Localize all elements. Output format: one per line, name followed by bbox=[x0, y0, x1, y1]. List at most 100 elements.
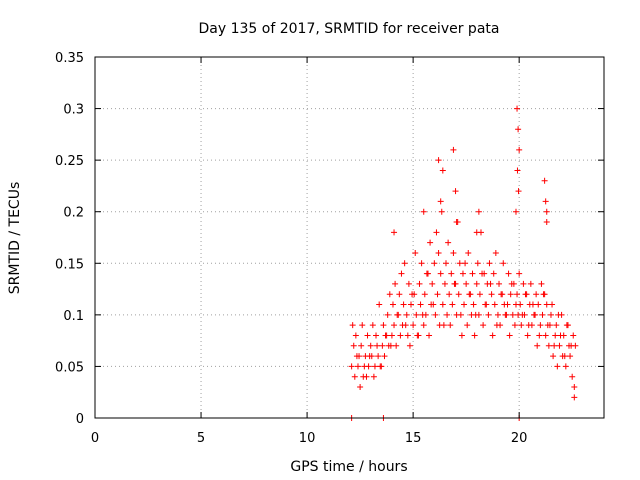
data-point bbox=[512, 208, 519, 215]
data-point bbox=[403, 311, 410, 318]
data-point bbox=[366, 353, 373, 360]
data-point bbox=[529, 301, 536, 308]
data-point bbox=[489, 332, 496, 339]
data-point bbox=[445, 239, 452, 246]
data-point bbox=[431, 260, 438, 267]
data-point bbox=[466, 291, 473, 298]
data-point bbox=[465, 249, 472, 256]
y-tick-label: 0.1 bbox=[63, 309, 84, 324]
data-point bbox=[376, 301, 383, 308]
data-point bbox=[534, 342, 541, 349]
data-point bbox=[542, 198, 549, 205]
data-point bbox=[391, 229, 398, 236]
data-point bbox=[506, 332, 513, 339]
data-point bbox=[475, 208, 482, 215]
data-point bbox=[393, 342, 400, 349]
data-point bbox=[348, 363, 355, 370]
data-point bbox=[479, 270, 486, 277]
data-point bbox=[509, 311, 516, 318]
data-point bbox=[421, 291, 428, 298]
data-point bbox=[519, 311, 526, 318]
data-point bbox=[394, 311, 401, 318]
plot-frame bbox=[94, 56, 605, 419]
data-point bbox=[456, 260, 463, 267]
data-point bbox=[435, 249, 442, 256]
data-point bbox=[406, 342, 413, 349]
y-tick-label: 0.25 bbox=[55, 154, 84, 169]
data-point bbox=[452, 188, 459, 195]
data-point bbox=[405, 280, 412, 287]
data-point bbox=[508, 280, 515, 287]
data-point bbox=[419, 311, 426, 318]
data-point bbox=[432, 311, 439, 318]
y-tick-label: 0.2 bbox=[63, 206, 84, 221]
data-point bbox=[486, 260, 493, 267]
data-point bbox=[437, 270, 444, 277]
y-axis-label: SRMTID / TECUs bbox=[7, 182, 23, 295]
tick-labels: 0 5 10 15 20 0 0.05 0.1 0.15 0.2 0.25 0.3 0.35 bbox=[55, 51, 527, 446]
grid-lines bbox=[95, 57, 604, 418]
data-point bbox=[400, 301, 407, 308]
data-point bbox=[430, 301, 437, 308]
data-point bbox=[516, 146, 523, 153]
data-point bbox=[500, 260, 507, 267]
data-point bbox=[539, 311, 546, 318]
data-point bbox=[404, 332, 411, 339]
data-point bbox=[472, 311, 479, 318]
data-point bbox=[525, 322, 532, 329]
data-point bbox=[426, 332, 433, 339]
data-point bbox=[505, 270, 512, 277]
data-point bbox=[515, 126, 522, 133]
data-point bbox=[360, 373, 367, 380]
data-point bbox=[470, 301, 477, 308]
data-point bbox=[543, 301, 550, 308]
data-point bbox=[369, 322, 376, 329]
data-point bbox=[515, 188, 522, 195]
data-point bbox=[383, 332, 390, 339]
data-point bbox=[387, 342, 394, 349]
data-point bbox=[569, 373, 576, 380]
chart-title: Day 135 of 2017, SRMTID for receiver pat… bbox=[199, 21, 500, 37]
data-point bbox=[377, 363, 384, 370]
data-point bbox=[498, 291, 505, 298]
data-point bbox=[545, 342, 552, 349]
data-point bbox=[463, 280, 470, 287]
data-point bbox=[417, 301, 424, 308]
data-point bbox=[412, 249, 419, 256]
data-point bbox=[442, 260, 449, 267]
data-point bbox=[413, 311, 420, 318]
data-point bbox=[480, 322, 487, 329]
data-point bbox=[350, 342, 357, 349]
y-tick-label: 0.3 bbox=[63, 103, 84, 118]
data-point bbox=[516, 270, 523, 277]
data-point bbox=[418, 260, 425, 267]
data-point bbox=[571, 384, 578, 391]
data-point bbox=[357, 384, 364, 391]
data-point bbox=[546, 322, 553, 329]
x-tick-label: 20 bbox=[511, 431, 528, 446]
data-point bbox=[543, 208, 550, 215]
data-point bbox=[396, 291, 403, 298]
data-point bbox=[568, 342, 575, 349]
data-point bbox=[448, 270, 455, 277]
data-point bbox=[493, 322, 500, 329]
data-point bbox=[423, 270, 430, 277]
data-point bbox=[490, 270, 497, 277]
data-point bbox=[494, 311, 501, 318]
data-point bbox=[537, 322, 544, 329]
data-point bbox=[356, 353, 363, 360]
data-point bbox=[364, 332, 371, 339]
data-point bbox=[351, 373, 358, 380]
data-point bbox=[450, 249, 457, 256]
x-tick-label: 0 bbox=[91, 431, 99, 446]
data-point bbox=[571, 394, 578, 401]
data-points bbox=[348, 105, 579, 421]
x-tick-label: 10 bbox=[299, 431, 316, 446]
data-point bbox=[386, 291, 393, 298]
data-point bbox=[491, 301, 498, 308]
data-point bbox=[504, 301, 511, 308]
data-point bbox=[374, 342, 381, 349]
data-point bbox=[402, 322, 409, 329]
